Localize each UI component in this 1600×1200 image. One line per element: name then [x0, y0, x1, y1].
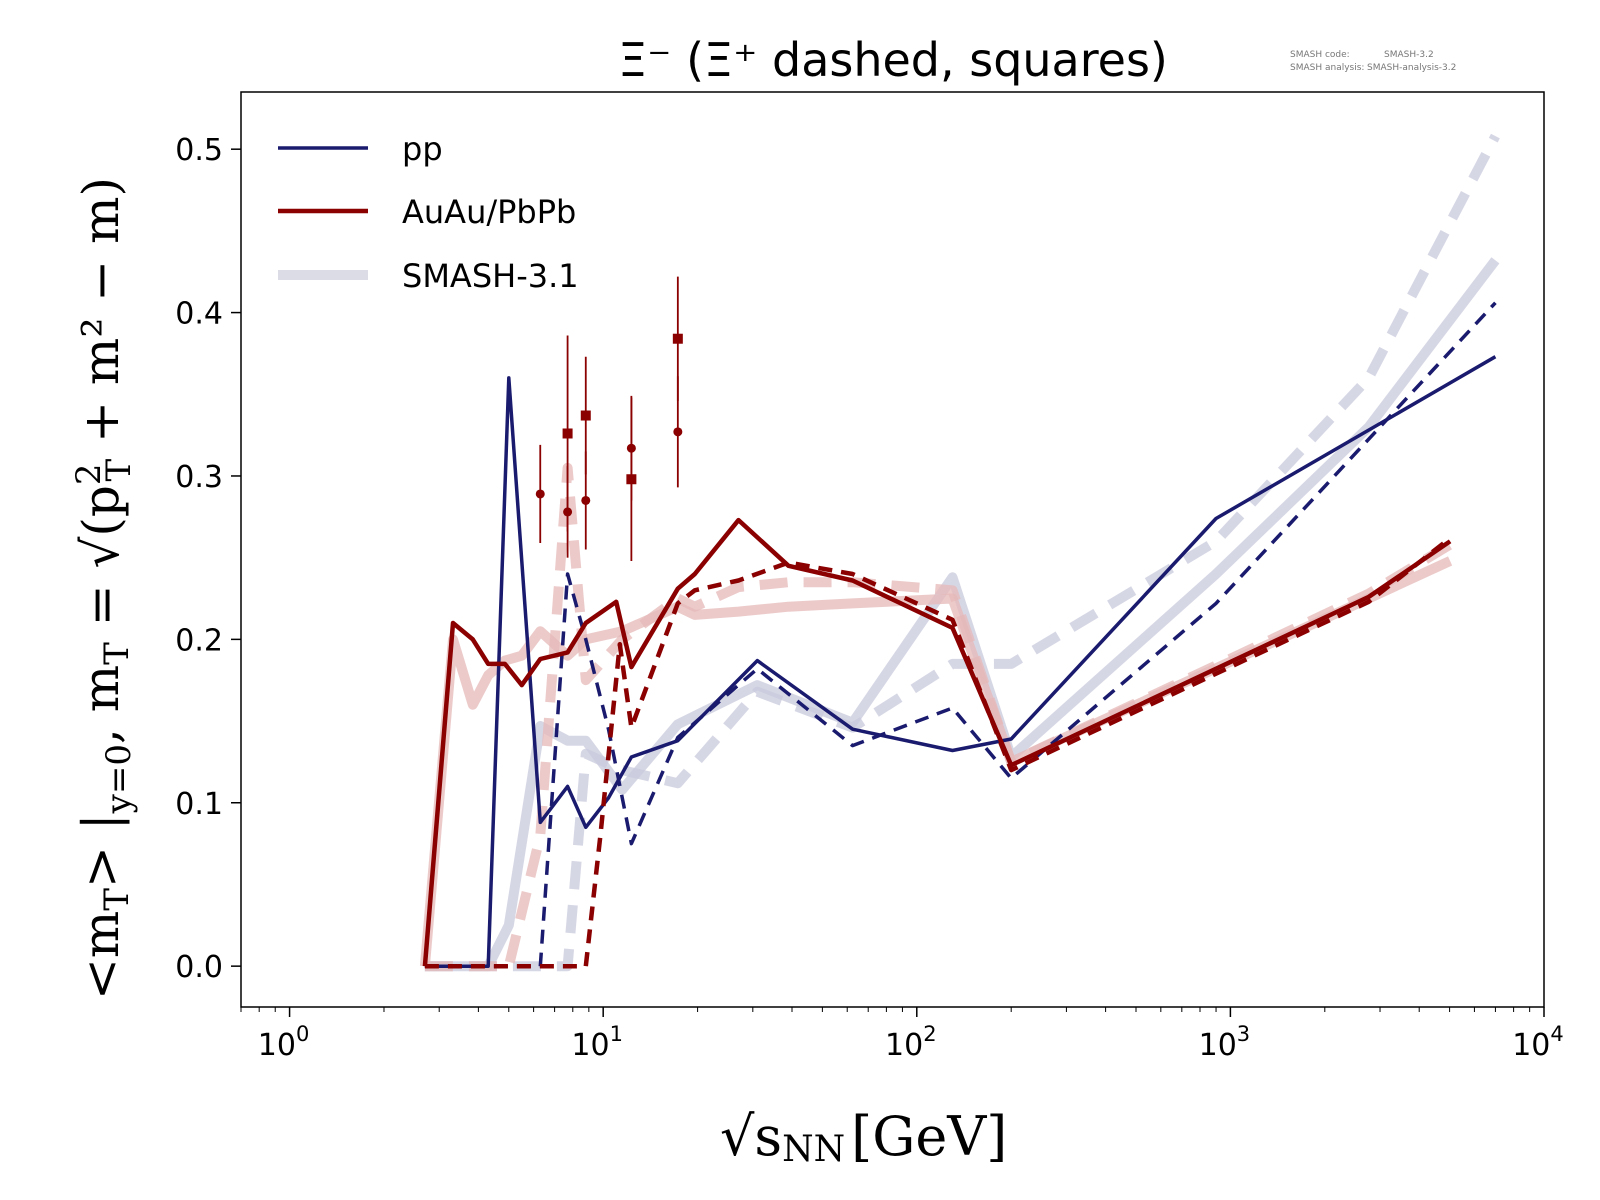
experimental-markers: [535, 276, 683, 561]
series-line-data-aa-dashed-7: [424, 536, 1452, 969]
series-line-smash-pp-dashed-1: [424, 133, 1500, 972]
data-point-square-5: [562, 428, 573, 439]
smash-version-info: SMASH code: SMASH-3.2 SMASH analysis: SM…: [1290, 50, 1456, 73]
legend-label-pp: pp: [402, 130, 443, 168]
svg-text:√sNN[GeV]: √sNN [GeV]: [720, 1105, 1007, 1170]
data-point-circle-2: [581, 495, 591, 505]
smash-curves: [419, 133, 1500, 972]
legend: pp AuAu/PbPb SMASH-3.1: [278, 130, 579, 295]
svg-text:<mT> |y=0, mT = √(p2T + m² − m: <mT> |y=0, mT = √(p2T + m² − m): [69, 177, 139, 1000]
y-tick-label-2: 0.2: [175, 623, 223, 658]
smash-analysis-label: SMASH analysis:: [1290, 63, 1364, 73]
series-line-smash-pp-solid-0: [424, 257, 1500, 972]
x-tick-label-1: 101: [571, 1022, 623, 1063]
x-axis-title-main: √s: [720, 1105, 782, 1168]
smash-analysis-value: SMASH-analysis-3.2: [1367, 63, 1456, 73]
data-point-square-8: [672, 333, 683, 344]
series-line-smash-aa-dashed-3: [424, 462, 1453, 972]
y-tick-label-4: 0.4: [175, 297, 223, 332]
x-axis-title-sub: NN: [782, 1129, 845, 1170]
chart-title: Ξ⁻ (Ξ⁺ dashed, squares): [618, 33, 1168, 87]
data-point-circle-4: [673, 427, 683, 437]
y-axis-title: <mT> |y=0, mT = √(p2T + m² − m): [69, 177, 139, 1000]
data-point-square-7: [626, 474, 637, 485]
y-tick-label-0: 0.0: [175, 950, 223, 985]
x-tick-label-3: 103: [1199, 1022, 1251, 1063]
plot-frame: [240, 91, 1545, 1008]
smash-code-label: SMASH code:: [1290, 50, 1350, 60]
x-axis-title-unit: [GeV]: [851, 1105, 1007, 1168]
legend-label-smash: SMASH-3.1: [402, 257, 579, 295]
data-point-circle-0: [535, 489, 545, 499]
data-curves: [422, 301, 1497, 969]
y-tick-label-5: 0.5: [175, 133, 223, 168]
series-line-data-pp-dashed-5: [424, 301, 1497, 968]
series-line-data-pp-solid-4: [424, 355, 1497, 968]
smash-code-value: SMASH-3.2: [1384, 50, 1434, 60]
y-axis-title-main: <m: [72, 911, 130, 1000]
x-tick-label-2: 102: [885, 1022, 937, 1063]
y-tick-label-3: 0.3: [175, 460, 223, 495]
x-tick-label-0: 100: [258, 1022, 310, 1063]
data-point-square-6: [580, 410, 591, 421]
x-axis-ticks: 100 101 102 103 104: [240, 1007, 1564, 1063]
y-axis-ticks: 0.0 0.1 0.2 0.3 0.4 0.5: [175, 133, 241, 985]
legend-label-aa: AuAu/PbPb: [402, 193, 576, 231]
x-tick-label-4: 104: [1512, 1022, 1564, 1063]
x-axis-title: √sNN [GeV]: [720, 1105, 1007, 1170]
y-tick-label-1: 0.1: [175, 787, 223, 822]
series-line-data-aa-solid-6: [422, 517, 1452, 967]
